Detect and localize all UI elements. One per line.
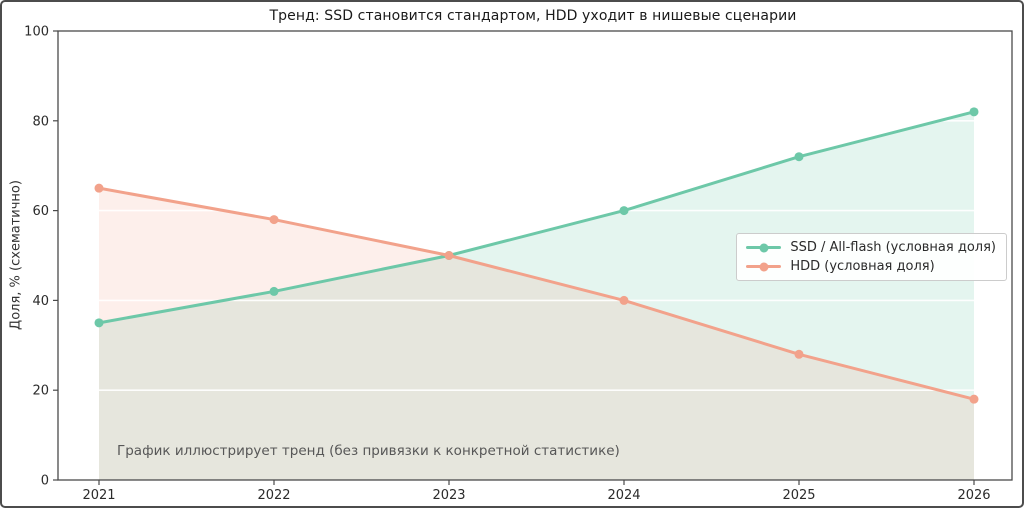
legend-dot-icon xyxy=(759,243,769,252)
x-tick-label-2026: 2026 xyxy=(957,488,990,503)
chart-annotation: График иллюстрирует тренд (без привязки … xyxy=(117,443,620,459)
x-tick-label-2023: 2023 xyxy=(432,488,465,503)
y-axis-label: Доля, % (схематично) xyxy=(8,180,24,330)
data-point-0-2025 xyxy=(794,152,804,162)
y-tick-label-100: 100 xyxy=(24,25,49,40)
data-point-1-2025 xyxy=(794,349,804,359)
data-point-1-2024 xyxy=(619,295,629,305)
data-point-0-2024 xyxy=(619,206,629,216)
legend: SSD / All-flash (условная доля) HDD (усло… xyxy=(736,233,1007,281)
area-fill-0 xyxy=(99,111,974,480)
axes-spines xyxy=(57,30,1013,481)
legend-label-1: HDD (условная доля) xyxy=(790,259,935,274)
x-tick-label-2024: 2024 xyxy=(607,488,640,503)
y-tick-label-60: 60 xyxy=(32,204,49,219)
chart-title: Тренд: SSD становится стандартом, HDD ух… xyxy=(269,8,797,24)
legend-label-0: SSD / All-flash (условная доля) xyxy=(790,240,996,255)
data-point-0-2022 xyxy=(269,286,279,296)
series-line-1 xyxy=(97,186,976,401)
legend-line-marker-icon xyxy=(746,262,782,271)
legend-item-1: HDD (условная доля) xyxy=(746,259,996,274)
legend-line-marker-icon xyxy=(746,243,782,252)
data-point-1-2023 xyxy=(444,251,454,260)
x-tick-label-2025: 2025 xyxy=(782,488,815,503)
data-point-0-2026 xyxy=(969,107,979,117)
x-tick-label-2021: 2021 xyxy=(82,488,115,503)
y-tick-label-40: 40 xyxy=(32,294,49,309)
y-tick-label-80: 80 xyxy=(32,114,49,129)
data-point-1-2026 xyxy=(969,394,979,404)
legend-item-0: SSD / All-flash (условная доля) xyxy=(746,240,996,255)
y-tick-label-0: 0 xyxy=(41,474,49,489)
data-point-1-2022 xyxy=(269,215,279,225)
series-line-0 xyxy=(97,110,976,325)
area-fill-1 xyxy=(99,188,974,480)
y-tick-label-20: 20 xyxy=(32,384,49,399)
legend-dot-icon xyxy=(759,262,769,271)
x-tick-label-2022: 2022 xyxy=(257,488,290,503)
data-point-0-2021 xyxy=(94,318,104,328)
data-point-1-2021 xyxy=(94,183,104,193)
